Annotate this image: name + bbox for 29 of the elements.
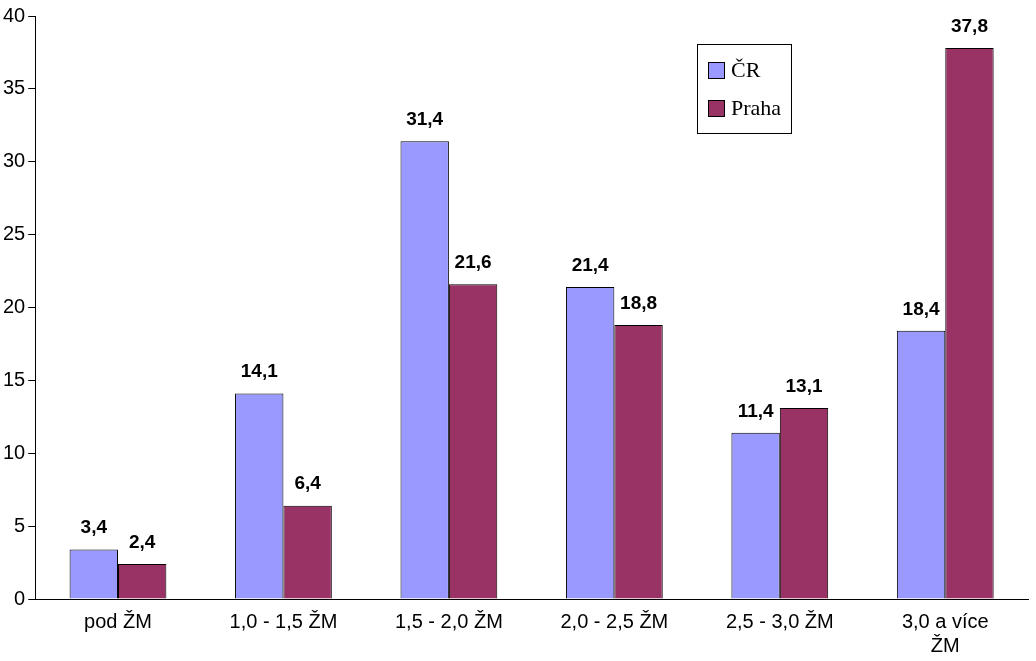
data-label: 3,4 [80,516,108,538]
data-label: 11,4 [737,399,775,421]
x-tick-label: 1,5 - 2,0 ŽM [394,609,503,632]
data-label: 2,4 [128,530,156,552]
data-label: 21,4 [571,253,610,275]
x-tick-label: 2,0 - 2,5 ŽM [560,609,669,632]
x-tick-label: 1,0 - 1,5 ŽM [229,609,338,632]
y-tick-label: 30 [3,149,26,172]
data-label: 37,8 [950,14,988,36]
y-tick-label: 10 [3,440,26,463]
y-tick-label: 25 [3,222,26,245]
y-tick-label: 15 [3,367,26,390]
y-tick-label: 20 [3,295,26,318]
data-label: 18,4 [902,297,940,319]
legend-label: ČR [731,57,761,83]
legend-label: Praha [731,95,782,121]
y-tick-label: 0 [14,586,26,609]
data-label: 18,8 [620,291,658,313]
x-tick-label: 2,5 - 3,0 ŽM [725,609,834,632]
x-tick-label: pod ŽM [84,609,152,632]
y-tick-label: 5 [14,513,26,536]
data-label: 21,6 [454,250,492,272]
data-label: 31,4 [406,108,444,130]
data-label: 13,1 [785,374,823,396]
data-label: 14,1 [240,360,279,382]
y-tick-label: 40 [3,3,26,26]
data-label: 6,4 [294,472,322,494]
x-tick-label: 3,0 a více ŽM [901,609,989,656]
y-tick-label: 35 [3,76,26,99]
